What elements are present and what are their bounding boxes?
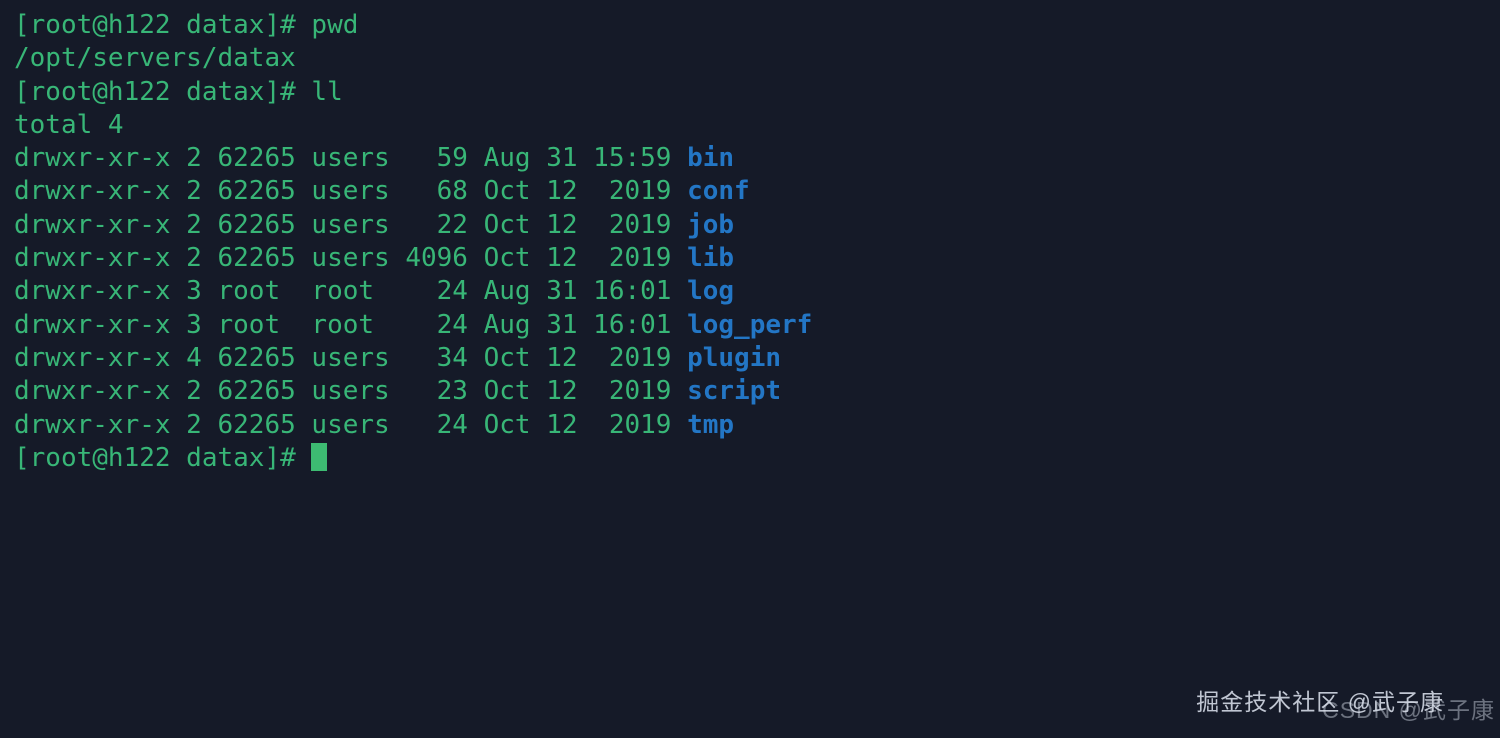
file-entry-meta: drwxr-xr-x 2 62265 users 59 Aug 31 15:59 xyxy=(14,143,688,174)
command-pwd: [root@h122 datax]# pwd xyxy=(14,10,359,40)
file-entry-meta: drwxr-xr-x 2 62265 users 24 Oct 12 2019 xyxy=(14,409,688,440)
file-entry-meta: drwxr-xr-x 2 62265 users 23 Oct 12 2019 xyxy=(14,376,688,407)
file-entry-meta: drwxr-xr-x 2 62265 users 4096 Oct 12 201… xyxy=(14,243,688,274)
terminal-line-total: total 4 xyxy=(14,109,812,142)
terminal-line-prompt: [root@h122 datax]# xyxy=(14,442,812,475)
terminal-line-entry-tmp: drwxr-xr-x 2 62265 users 24 Oct 12 2019 … xyxy=(14,409,812,442)
command-ll: [root@h122 datax]# ll xyxy=(14,76,343,107)
terminal-line-entry-lib: drwxr-xr-x 2 62265 users 4096 Oct 12 201… xyxy=(14,242,812,275)
terminal-line-entry-plugin: drwxr-xr-x 4 62265 users 34 Oct 12 2019 … xyxy=(14,342,812,375)
terminal-line-entry-job: drwxr-xr-x 2 62265 users 22 Oct 12 2019 … xyxy=(14,209,812,242)
watermark-csdn: CSDN @武子康 xyxy=(1322,697,1495,723)
directory-name-plugin: plugin xyxy=(687,342,782,373)
file-entry-meta: drwxr-xr-x 3 root root 24 Aug 31 16:01 xyxy=(14,309,688,340)
directory-name-bin: bin xyxy=(687,143,735,174)
directory-name-tmp: tmp xyxy=(687,409,735,440)
file-entry-meta: drwxr-xr-x 4 62265 users 34 Oct 12 2019 xyxy=(14,342,688,373)
terminal-line-command-ll: [root@h122 datax]# ll xyxy=(14,76,812,109)
terminal-line-pwd-output: /opt/servers/datax xyxy=(14,42,812,75)
directory-name-log: log xyxy=(687,276,735,307)
ll-total: total 4 xyxy=(14,109,124,140)
file-entry-meta: drwxr-xr-x 2 62265 users 68 Oct 12 2019 xyxy=(14,176,688,207)
directory-name-lib: lib xyxy=(687,243,735,274)
file-entry-meta: drwxr-xr-x 3 root root 24 Aug 31 16:01 xyxy=(14,276,688,307)
shell-prompt: [root@h122 datax]# xyxy=(14,442,312,473)
terminal-line-entry-script: drwxr-xr-x 2 62265 users 23 Oct 12 2019 … xyxy=(14,375,812,408)
watermark-juejin: 掘金技术社区 @武子康 xyxy=(1196,689,1444,715)
terminal-cursor xyxy=(311,442,328,471)
directory-name-script: script xyxy=(687,376,782,407)
terminal-line-entry-log-perf: drwxr-xr-x 3 root root 24 Aug 31 16:01 l… xyxy=(14,309,812,342)
directory-name-log-perf: log_perf xyxy=(687,309,813,340)
terminal-line-entry-conf: drwxr-xr-x 2 62265 users 68 Oct 12 2019 … xyxy=(14,175,812,208)
file-entry-meta: drwxr-xr-x 2 62265 users 22 Oct 12 2019 xyxy=(14,209,688,240)
terminal-line-entry-log: drwxr-xr-x 3 root root 24 Aug 31 16:01 l… xyxy=(14,275,812,308)
pwd-output: /opt/servers/datax xyxy=(14,43,296,74)
terminal-output: [root@h122 datax]# pwd /opt/servers/data… xyxy=(14,9,812,475)
terminal-line-entry-bin: drwxr-xr-x 2 62265 users 59 Aug 31 15:59… xyxy=(14,142,812,175)
terminal-line-command-pwd: [root@h122 datax]# pwd xyxy=(14,9,812,42)
directory-name-job: job xyxy=(687,209,735,240)
directory-name-conf: conf xyxy=(687,176,750,207)
